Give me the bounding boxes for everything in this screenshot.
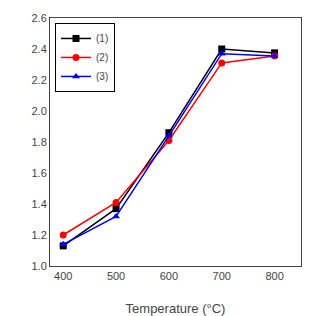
svg-text:1.0: 1.0 bbox=[32, 260, 47, 272]
svg-text:Temperature (°C): Temperature (°C) bbox=[126, 301, 226, 316]
svg-text:700: 700 bbox=[213, 270, 231, 282]
svg-text:1.6: 1.6 bbox=[32, 167, 47, 179]
svg-text:800: 800 bbox=[265, 270, 283, 282]
svg-text:2.0: 2.0 bbox=[32, 105, 47, 117]
svg-text:1.2: 1.2 bbox=[32, 229, 47, 241]
svg-text:2.6: 2.6 bbox=[32, 12, 47, 24]
svg-text:400: 400 bbox=[54, 270, 72, 282]
svg-text:1.8: 1.8 bbox=[32, 136, 47, 148]
svg-text:600: 600 bbox=[160, 270, 178, 282]
svg-text:(1): (1) bbox=[96, 33, 108, 44]
svg-text:500: 500 bbox=[107, 270, 125, 282]
svg-text:(3): (3) bbox=[96, 71, 108, 82]
svg-text:2.2: 2.2 bbox=[32, 74, 47, 86]
svg-text:2.4: 2.4 bbox=[32, 43, 47, 55]
svg-text:1.4: 1.4 bbox=[32, 198, 47, 210]
svg-text:(2): (2) bbox=[96, 52, 108, 63]
